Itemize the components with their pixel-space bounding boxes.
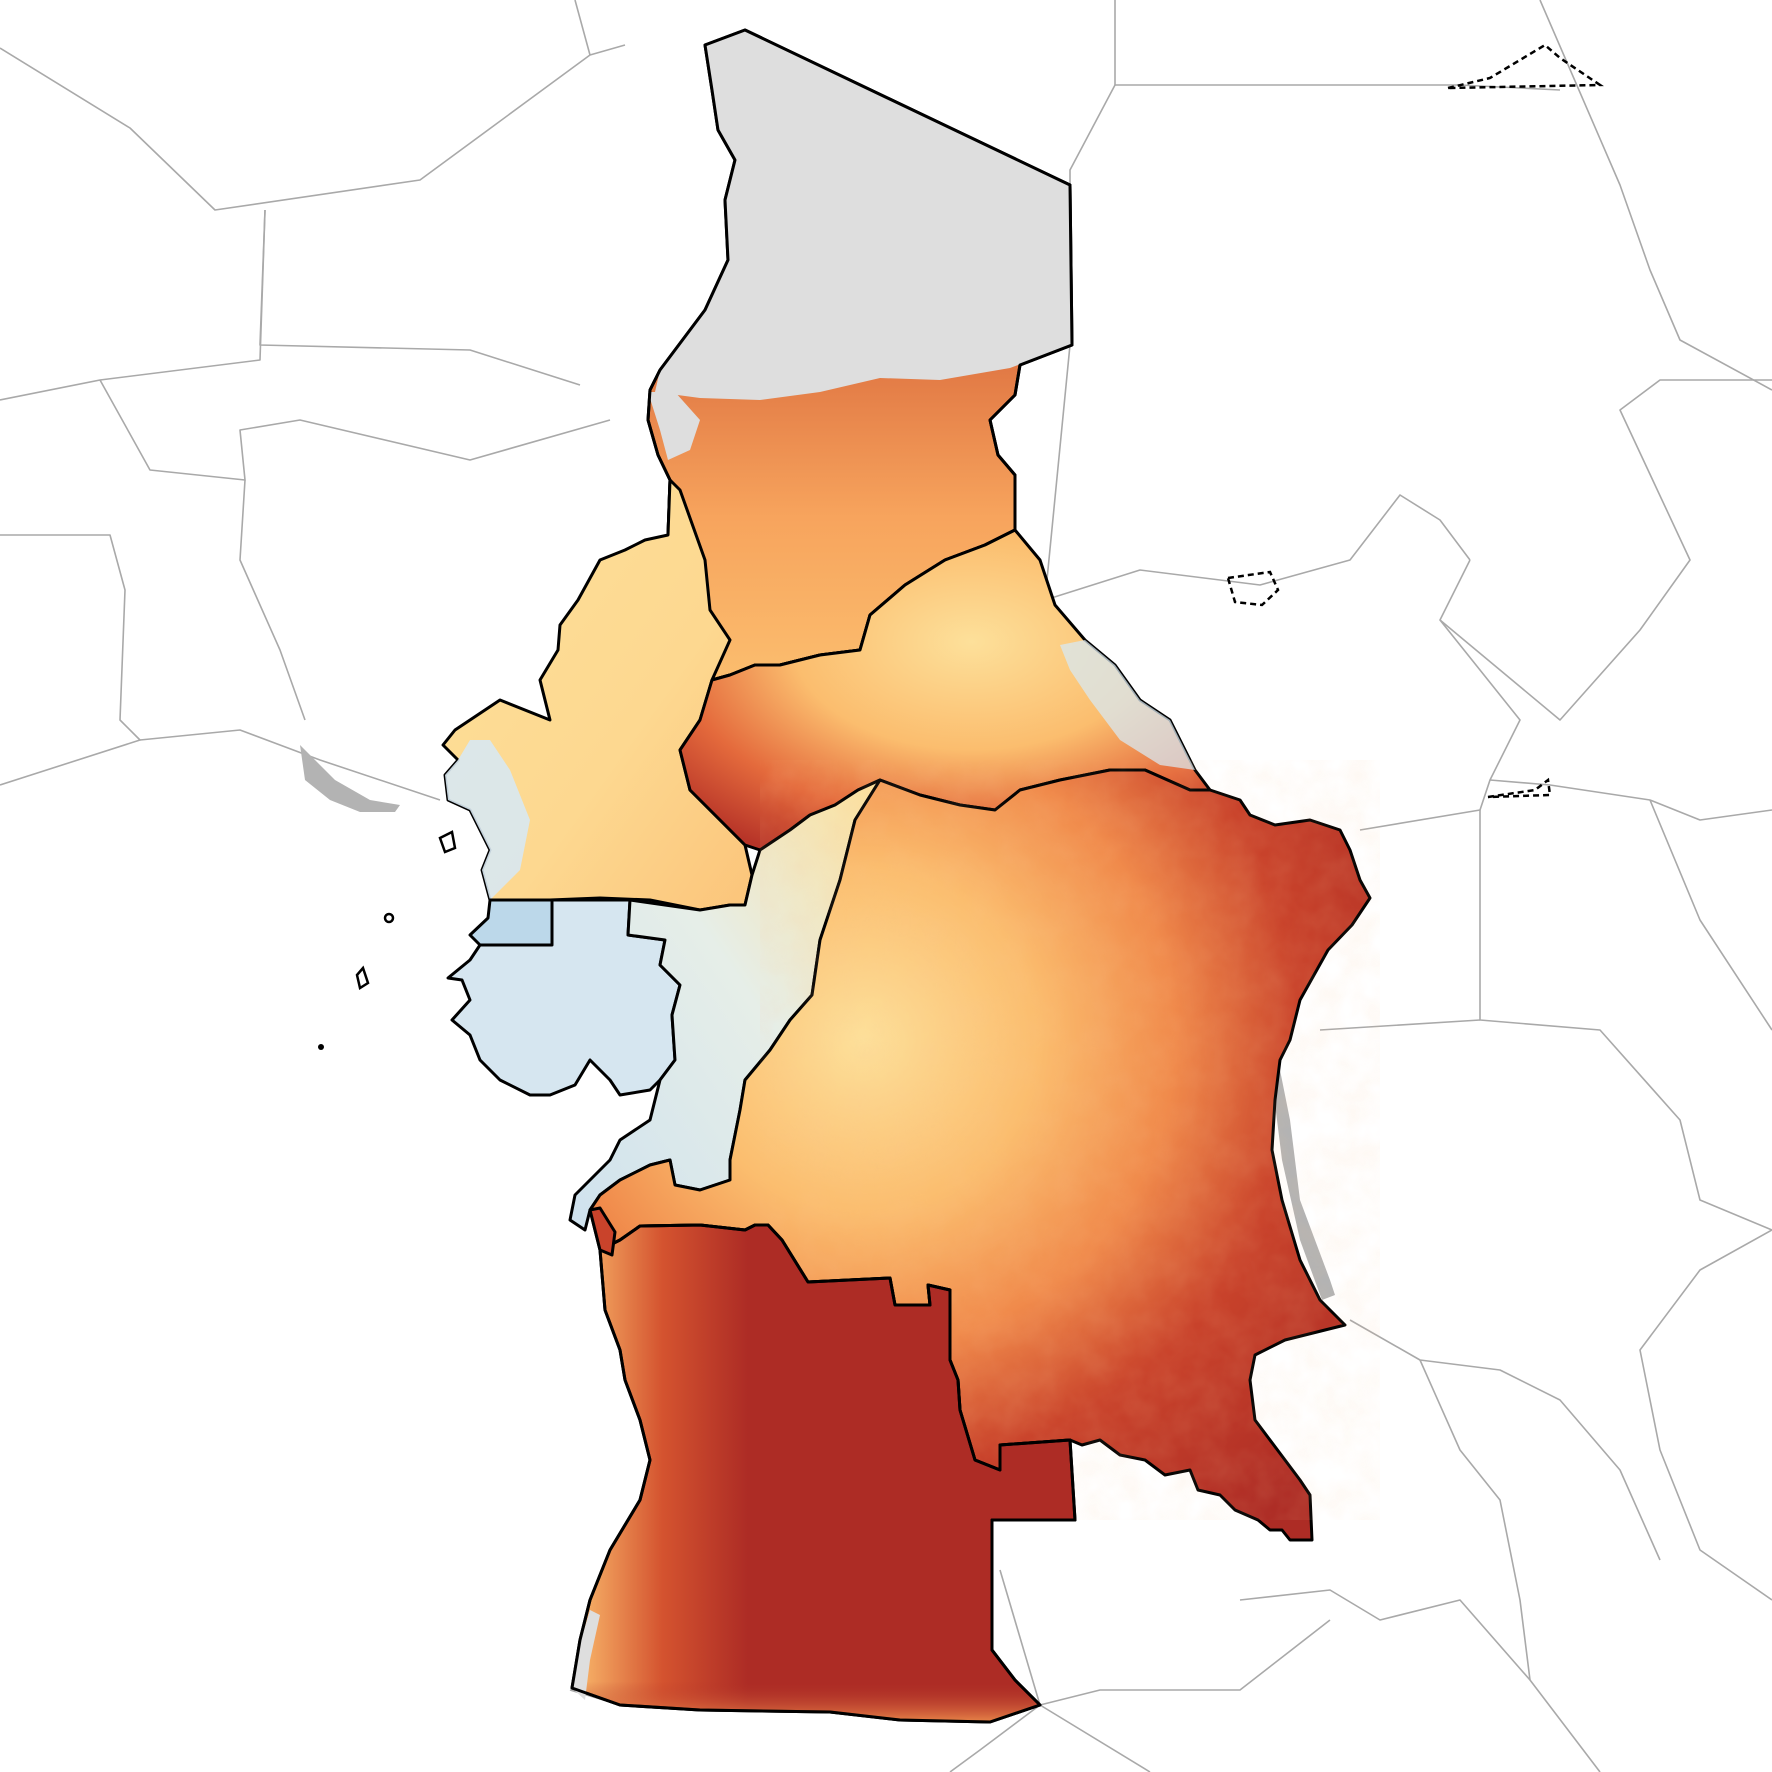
light-blue-patch <box>1060 640 1195 770</box>
region-chad[interactable] <box>646 28 1074 682</box>
no-data-area-west <box>648 392 700 460</box>
disputed-borders <box>1226 43 1604 799</box>
region-drc[interactable] <box>588 760 1380 1542</box>
light-blue-patch <box>445 740 530 900</box>
disputed-area-ilemi <box>1487 777 1552 799</box>
no-data-area <box>655 30 1072 400</box>
cabinda-exclave <box>588 1206 617 1257</box>
bioko-island <box>438 830 457 854</box>
disputed-area-abyei <box>1226 570 1280 607</box>
sao-tome-island <box>355 965 370 990</box>
annobon-island <box>383 912 395 924</box>
region-angola[interactable] <box>570 1206 1077 1724</box>
disputed-area-hala-ib <box>1447 43 1604 90</box>
small-island <box>318 1044 324 1050</box>
no-data-coast <box>572 1610 600 1700</box>
